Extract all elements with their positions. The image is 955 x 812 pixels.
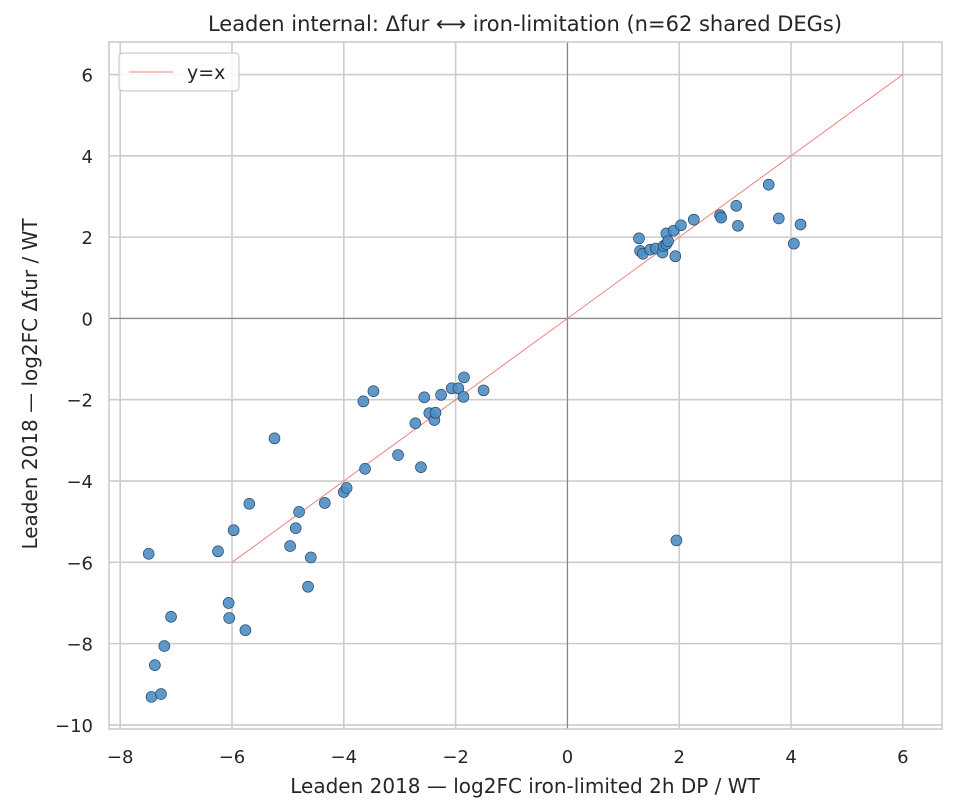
data-point (409, 417, 422, 430)
x-tick-label: −8 (107, 747, 134, 768)
data-point (458, 371, 470, 384)
data-point (318, 497, 331, 509)
data-point (452, 382, 465, 395)
data-point (222, 597, 235, 609)
data-point (293, 506, 305, 518)
plot-frame (108, 41, 943, 730)
data-point (662, 235, 674, 247)
data-points (142, 178, 807, 703)
data-point (239, 624, 252, 637)
data-point (788, 237, 800, 250)
data-point (675, 219, 687, 232)
data-point (243, 497, 256, 510)
data-point (268, 432, 281, 445)
legend-box (118, 52, 240, 92)
zero-lines (109, 42, 942, 729)
data-point (477, 384, 490, 397)
chart-title: Leaden internal: Δfur ⟷ iron-limitation … (208, 12, 842, 36)
x-tick-label: −6 (219, 747, 246, 768)
y-tick-label: −10 (55, 716, 93, 737)
y-tick-label: 6 (82, 66, 93, 87)
data-point (284, 540, 296, 552)
data-point (418, 391, 431, 404)
x-tick-label: 6 (897, 747, 908, 768)
data-point (715, 211, 727, 224)
data-point (155, 688, 167, 700)
reference-line-group (231, 74, 904, 563)
data-point (669, 250, 682, 263)
data-point (158, 640, 171, 652)
y-tick-labels: −10 −8 −6 −4 −2 0 2 4 6 (55, 66, 93, 737)
data-point (794, 218, 807, 231)
x-tick-label: 0 (562, 747, 573, 768)
data-point (227, 524, 240, 537)
legend: y=x (118, 52, 240, 92)
x-axis-label: Leaden 2018 — log2FC iron-limited 2h DP … (290, 774, 760, 798)
y-axis-label: Leaden 2018 — log2FC Δfur / WT (18, 218, 42, 550)
x-tick-label: −4 (331, 747, 358, 768)
data-point (687, 213, 700, 226)
data-point (732, 219, 744, 232)
x-tick-label: 4 (785, 747, 796, 768)
data-point (223, 612, 235, 624)
data-point (340, 482, 353, 494)
y-tick-label: 4 (82, 147, 93, 168)
legend-label-y-equals-x: y=x (187, 62, 225, 84)
data-point (367, 385, 380, 397)
x-tick-label: −2 (442, 747, 469, 768)
data-point (772, 212, 785, 225)
data-point (142, 547, 155, 560)
data-point (670, 534, 683, 547)
y-tick-label: 2 (82, 228, 93, 249)
data-point (457, 391, 470, 403)
data-point (435, 389, 447, 401)
y-tick-label: −8 (66, 635, 93, 656)
data-point (357, 395, 370, 408)
y-tick-label: −2 (66, 391, 93, 412)
data-point (165, 611, 177, 623)
reference-line-y-equals-x (231, 74, 904, 563)
data-point (429, 406, 442, 419)
data-point (149, 659, 161, 671)
y-tick-label: 0 (82, 309, 93, 330)
data-point (633, 232, 645, 245)
data-point (415, 461, 427, 474)
data-point (392, 449, 404, 461)
data-point (730, 200, 743, 212)
data-point (212, 545, 224, 558)
x-tick-label: 2 (674, 747, 685, 768)
data-point (762, 178, 775, 191)
y-tick-label: −6 (66, 553, 93, 574)
y-tick-label: −4 (66, 472, 93, 493)
data-point (302, 580, 314, 593)
x-tick-labels: −8 −6 −4 −2 0 2 4 6 (107, 747, 909, 768)
data-point (359, 463, 371, 475)
data-point (305, 551, 317, 564)
data-point (289, 522, 302, 534)
